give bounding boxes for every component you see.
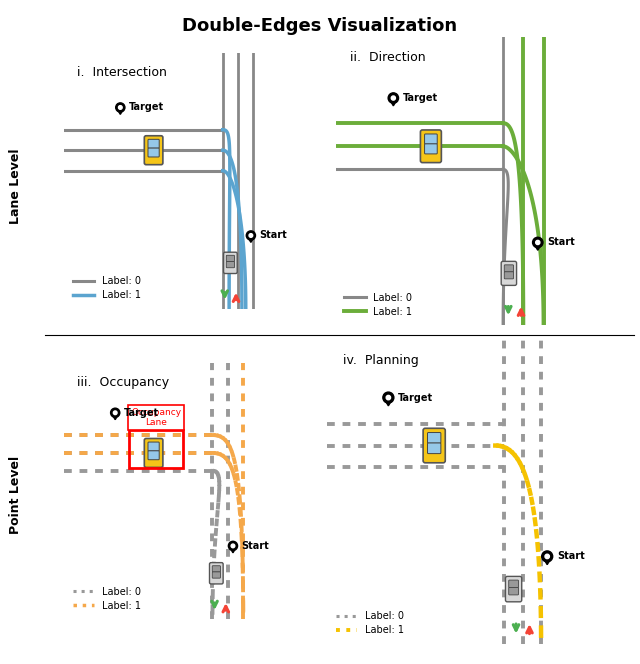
Text: Target: Target — [129, 102, 164, 112]
Circle shape — [536, 240, 540, 244]
Polygon shape — [111, 413, 119, 420]
FancyBboxPatch shape — [223, 252, 237, 274]
FancyBboxPatch shape — [424, 144, 437, 154]
FancyBboxPatch shape — [148, 148, 159, 157]
Polygon shape — [388, 98, 398, 106]
FancyBboxPatch shape — [420, 130, 442, 163]
Circle shape — [118, 106, 122, 110]
Text: iv.  Planning: iv. Planning — [342, 354, 419, 367]
Circle shape — [383, 392, 394, 403]
FancyBboxPatch shape — [148, 139, 159, 148]
Circle shape — [111, 408, 120, 418]
Circle shape — [532, 237, 543, 248]
FancyBboxPatch shape — [504, 265, 513, 272]
FancyBboxPatch shape — [423, 428, 445, 463]
Bar — [129, 430, 183, 468]
Circle shape — [228, 541, 237, 550]
Polygon shape — [383, 398, 394, 406]
FancyBboxPatch shape — [209, 562, 223, 584]
Circle shape — [231, 544, 235, 548]
FancyBboxPatch shape — [501, 262, 516, 286]
Polygon shape — [533, 242, 543, 250]
FancyBboxPatch shape — [509, 580, 518, 588]
Legend: Label: 0, Label: 1: Label: 0, Label: 1 — [69, 272, 145, 304]
Text: Start: Start — [547, 238, 575, 248]
Text: Start: Start — [259, 230, 287, 240]
Circle shape — [246, 231, 255, 240]
Text: Target: Target — [398, 392, 433, 402]
FancyBboxPatch shape — [148, 451, 159, 459]
FancyBboxPatch shape — [428, 443, 441, 454]
FancyBboxPatch shape — [212, 572, 220, 578]
Text: iii.  Occupancy: iii. Occupancy — [77, 376, 169, 389]
Text: Target: Target — [124, 408, 159, 418]
Polygon shape — [116, 108, 124, 114]
FancyBboxPatch shape — [428, 432, 441, 443]
Legend: Label: 0, Label: 1: Label: 0, Label: 1 — [332, 608, 408, 639]
Legend: Label: 0, Label: 1: Label: 0, Label: 1 — [340, 289, 417, 321]
FancyBboxPatch shape — [506, 576, 522, 602]
Text: ii.  Direction: ii. Direction — [350, 51, 426, 64]
FancyBboxPatch shape — [212, 566, 220, 572]
FancyBboxPatch shape — [145, 438, 163, 467]
Circle shape — [113, 411, 117, 414]
Polygon shape — [247, 236, 255, 242]
FancyBboxPatch shape — [227, 255, 234, 262]
Text: Lane Level: Lane Level — [10, 148, 22, 224]
Text: Point Level: Point Level — [10, 456, 22, 534]
FancyBboxPatch shape — [509, 588, 518, 595]
FancyBboxPatch shape — [145, 135, 163, 165]
Text: i.  Intersection: i. Intersection — [77, 66, 166, 79]
Polygon shape — [542, 556, 552, 564]
Circle shape — [391, 96, 396, 100]
Circle shape — [388, 93, 399, 103]
FancyBboxPatch shape — [227, 262, 234, 268]
Circle shape — [249, 234, 253, 237]
Polygon shape — [229, 546, 237, 553]
Circle shape — [545, 554, 549, 558]
Circle shape — [116, 103, 125, 112]
Circle shape — [541, 551, 553, 562]
Text: Occupancy
Lane: Occupancy Lane — [131, 408, 181, 428]
FancyBboxPatch shape — [424, 134, 437, 144]
Text: Start: Start — [557, 551, 585, 562]
Legend: Label: 0, Label: 1: Label: 0, Label: 1 — [69, 583, 145, 614]
Text: Target: Target — [403, 93, 438, 103]
Circle shape — [386, 395, 390, 400]
FancyBboxPatch shape — [504, 272, 513, 279]
Text: Double-Edges Visualization: Double-Edges Visualization — [182, 17, 458, 35]
Text: Start: Start — [241, 541, 269, 551]
FancyBboxPatch shape — [148, 442, 159, 451]
